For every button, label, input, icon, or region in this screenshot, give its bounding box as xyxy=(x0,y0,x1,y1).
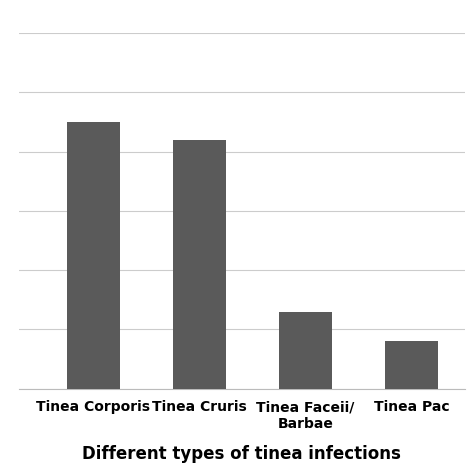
Bar xyxy=(67,122,120,389)
X-axis label: Different types of tinea infections: Different types of tinea infections xyxy=(82,445,401,463)
Bar xyxy=(385,341,438,389)
Bar xyxy=(279,312,332,389)
Bar xyxy=(173,140,226,389)
